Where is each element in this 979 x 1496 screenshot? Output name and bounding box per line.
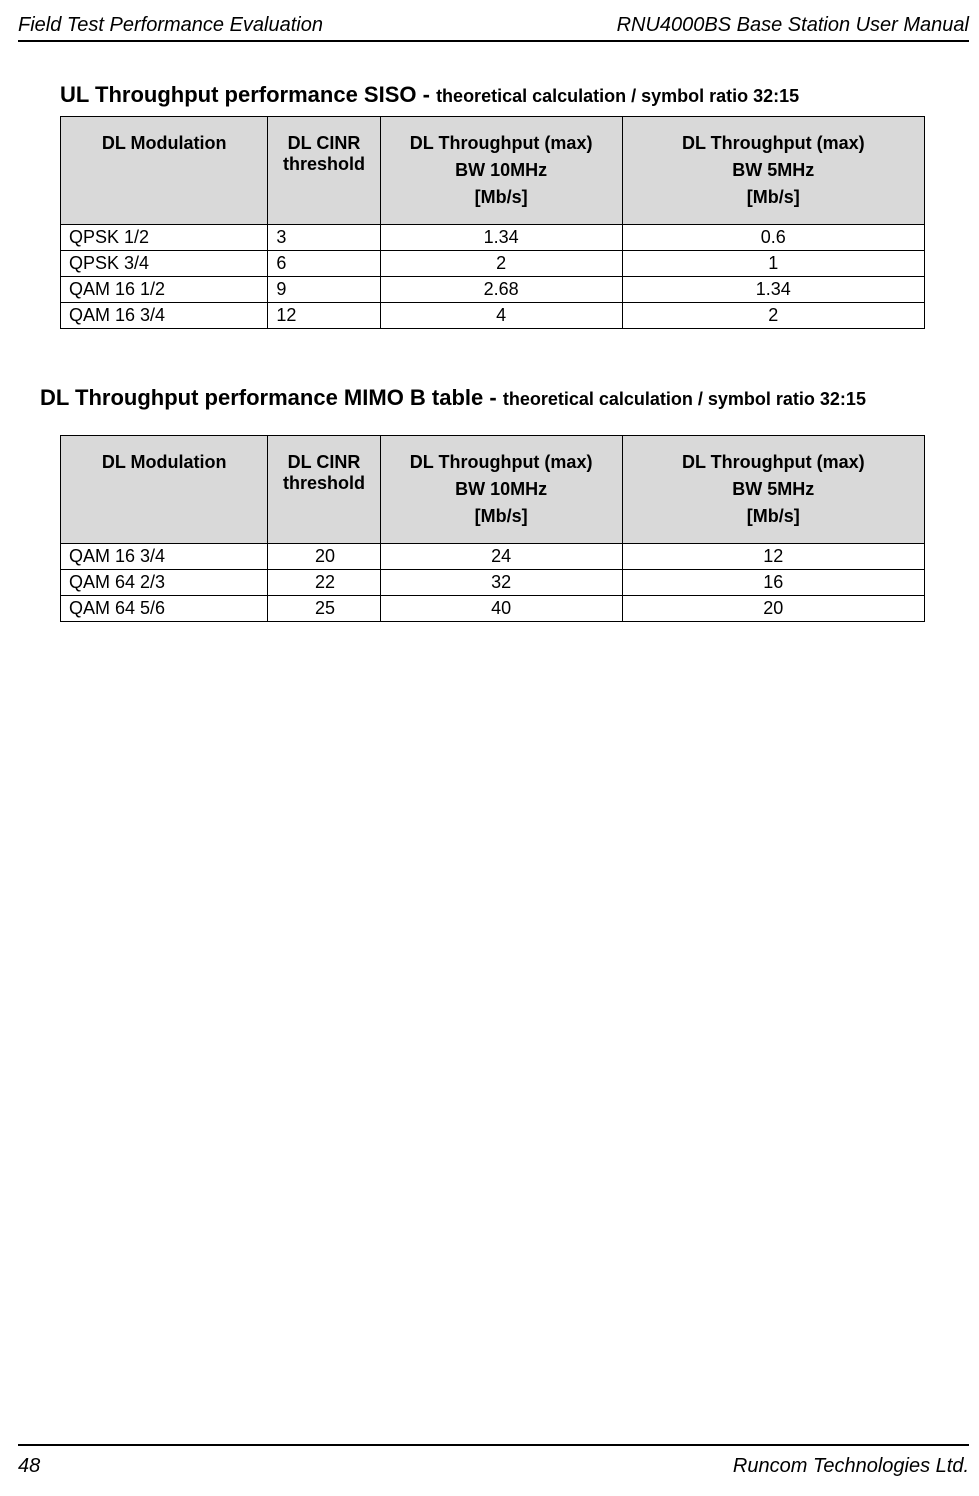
col-header-label: DL Throughput (max) xyxy=(387,133,616,154)
section2-title: DL Throughput performance MIMO B table -… xyxy=(40,385,925,411)
cell-throughput-5mhz: 1.34 xyxy=(622,277,924,303)
table-row: QPSK 3/4 6 2 1 xyxy=(61,251,925,277)
cell-throughput-5mhz: 2 xyxy=(622,303,924,329)
header-right: RNU4000BS Base Station User Manual xyxy=(617,14,969,37)
col-header-label: [Mb/s] xyxy=(629,187,918,208)
cell-cinr: 25 xyxy=(268,596,380,622)
cell-throughput-10mhz: 24 xyxy=(380,544,622,570)
col-header-label: [Mb/s] xyxy=(387,187,616,208)
col-header-label: BW 10MHz xyxy=(387,160,616,181)
cell-throughput-5mhz: 1 xyxy=(622,251,924,277)
col-header-modulation: DL Modulation xyxy=(61,436,268,544)
cell-throughput-10mhz: 2 xyxy=(380,251,622,277)
page: Field Test Performance Evaluation RNU400… xyxy=(0,0,979,1496)
section1-title-main: UL Throughput performance SISO - xyxy=(60,82,436,107)
col-header-throughput-10mhz: DL Throughput (max) BW 10MHz [Mb/s] xyxy=(380,436,622,544)
cell-throughput-10mhz: 1.34 xyxy=(380,225,622,251)
table-row: QAM 16 3/4 12 4 2 xyxy=(61,303,925,329)
col-header-label: DL Throughput (max) xyxy=(387,452,616,473)
col-header-throughput-5mhz: DL Throughput (max) BW 5MHz [Mb/s] xyxy=(622,436,924,544)
cell-cinr: 3 xyxy=(268,225,380,251)
section2: DL Throughput performance MIMO B table -… xyxy=(60,385,925,622)
cell-throughput-10mhz: 32 xyxy=(380,570,622,596)
cell-throughput-10mhz: 4 xyxy=(380,303,622,329)
col-header-label: BW 5MHz xyxy=(629,160,918,181)
col-header-label: DL CINR threshold xyxy=(274,452,373,494)
dl-mimo-b-table: DL Modulation DL CINR threshold DL Throu… xyxy=(60,435,925,622)
table-body: QPSK 1/2 3 1.34 0.6 QPSK 3/4 6 2 1 QAM 1… xyxy=(61,225,925,329)
cell-throughput-5mhz: 20 xyxy=(622,596,924,622)
cell-cinr: 20 xyxy=(268,544,380,570)
cell-throughput-5mhz: 0.6 xyxy=(622,225,924,251)
table-row: QAM 16 3/4 20 24 12 xyxy=(61,544,925,570)
content-area: UL Throughput performance SISO - theoret… xyxy=(60,82,925,622)
cell-throughput-10mhz: 40 xyxy=(380,596,622,622)
col-header-throughput-10mhz: DL Throughput (max) BW 10MHz [Mb/s] xyxy=(380,117,622,225)
section2-title-main: DL Throughput performance MIMO B table - xyxy=(40,385,503,410)
table-header-row: DL Modulation DL CINR threshold DL Throu… xyxy=(61,117,925,225)
col-header-label: [Mb/s] xyxy=(629,506,918,527)
cell-modulation: QAM 16 1/2 xyxy=(61,277,268,303)
footer-rule xyxy=(18,1444,969,1446)
col-header-label: DL Modulation xyxy=(67,452,261,473)
section2-title-sub: theoretical calculation / symbol ratio 3… xyxy=(503,389,866,409)
table-header-row: DL Modulation DL CINR threshold DL Throu… xyxy=(61,436,925,544)
cell-modulation: QAM 16 3/4 xyxy=(61,303,268,329)
col-header-throughput-5mhz: DL Throughput (max) BW 5MHz [Mb/s] xyxy=(622,117,924,225)
cell-throughput-5mhz: 12 xyxy=(622,544,924,570)
cell-throughput-5mhz: 16 xyxy=(622,570,924,596)
col-header-label: BW 10MHz xyxy=(387,479,616,500)
ul-siso-table: DL Modulation DL CINR threshold DL Throu… xyxy=(60,116,925,329)
section1-title: UL Throughput performance SISO - theoret… xyxy=(60,82,925,108)
cell-modulation: QPSK 1/2 xyxy=(61,225,268,251)
cell-modulation: QAM 64 2/3 xyxy=(61,570,268,596)
col-header-label: BW 5MHz xyxy=(629,479,918,500)
header-rule xyxy=(18,40,969,42)
col-header-cinr: DL CINR threshold xyxy=(268,117,380,225)
cell-cinr: 6 xyxy=(268,251,380,277)
cell-modulation: QAM 64 5/6 xyxy=(61,596,268,622)
col-header-label: DL Modulation xyxy=(67,133,261,154)
page-header: Field Test Performance Evaluation RNU400… xyxy=(18,14,969,37)
cell-modulation: QPSK 3/4 xyxy=(61,251,268,277)
cell-cinr: 22 xyxy=(268,570,380,596)
table-row: QPSK 1/2 3 1.34 0.6 xyxy=(61,225,925,251)
cell-cinr: 12 xyxy=(268,303,380,329)
table-body: QAM 16 3/4 20 24 12 QAM 64 2/3 22 32 16 … xyxy=(61,544,925,622)
col-header-label: DL Throughput (max) xyxy=(629,133,918,154)
header-left: Field Test Performance Evaluation xyxy=(18,14,323,37)
col-header-modulation: DL Modulation xyxy=(61,117,268,225)
cell-modulation: QAM 16 3/4 xyxy=(61,544,268,570)
col-header-label: DL Throughput (max) xyxy=(629,452,918,473)
col-header-cinr: DL CINR threshold xyxy=(268,436,380,544)
cell-throughput-10mhz: 2.68 xyxy=(380,277,622,303)
table-row: QAM 64 2/3 22 32 16 xyxy=(61,570,925,596)
col-header-label: DL CINR threshold xyxy=(274,133,373,175)
footer-page-number: 48 xyxy=(18,1455,40,1478)
table-row: QAM 64 5/6 25 40 20 xyxy=(61,596,925,622)
table-row: QAM 16 1/2 9 2.68 1.34 xyxy=(61,277,925,303)
footer-company: Runcom Technologies Ltd. xyxy=(733,1455,969,1478)
col-header-label: [Mb/s] xyxy=(387,506,616,527)
page-footer: 48 Runcom Technologies Ltd. xyxy=(18,1455,969,1478)
section1-title-sub: theoretical calculation / symbol ratio 3… xyxy=(436,86,799,106)
cell-cinr: 9 xyxy=(268,277,380,303)
